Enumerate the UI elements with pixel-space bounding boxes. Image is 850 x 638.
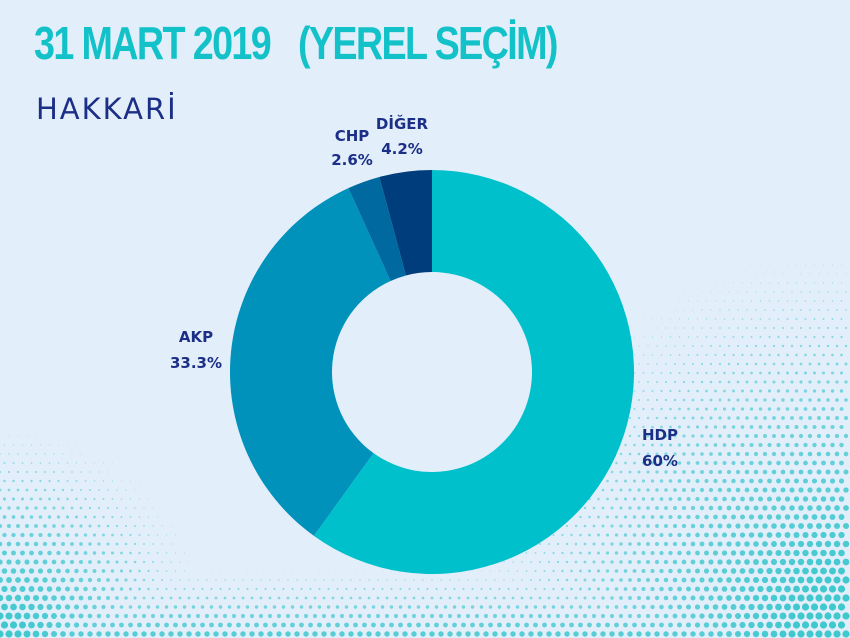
slice-chp xyxy=(348,176,406,281)
title-election-type: (YEREL SEÇİM) xyxy=(297,17,558,69)
slice-akp xyxy=(229,188,391,536)
slice-label-hdp: HDP xyxy=(642,426,678,444)
slice-value-akp: 33.3% xyxy=(170,354,222,372)
slice-value-hdp: 60% xyxy=(642,452,678,470)
slice-value-chp: 2.6% xyxy=(331,151,373,169)
slice-label-di̇ğer: DİĞER xyxy=(376,114,429,133)
slice-label-akp: AKP xyxy=(179,328,213,346)
province-subtitle: HAKKARİ xyxy=(36,92,178,126)
slice-value-di̇ğer: 4.2% xyxy=(381,140,423,158)
page-title: 31 MART 2019 (YEREL SEÇİM) xyxy=(34,16,558,70)
slice-hdp xyxy=(313,170,634,574)
slice-label-chp: CHP xyxy=(335,127,370,145)
title-date: 31 MART 2019 xyxy=(34,17,272,69)
slice-di̇ğer xyxy=(379,170,432,276)
